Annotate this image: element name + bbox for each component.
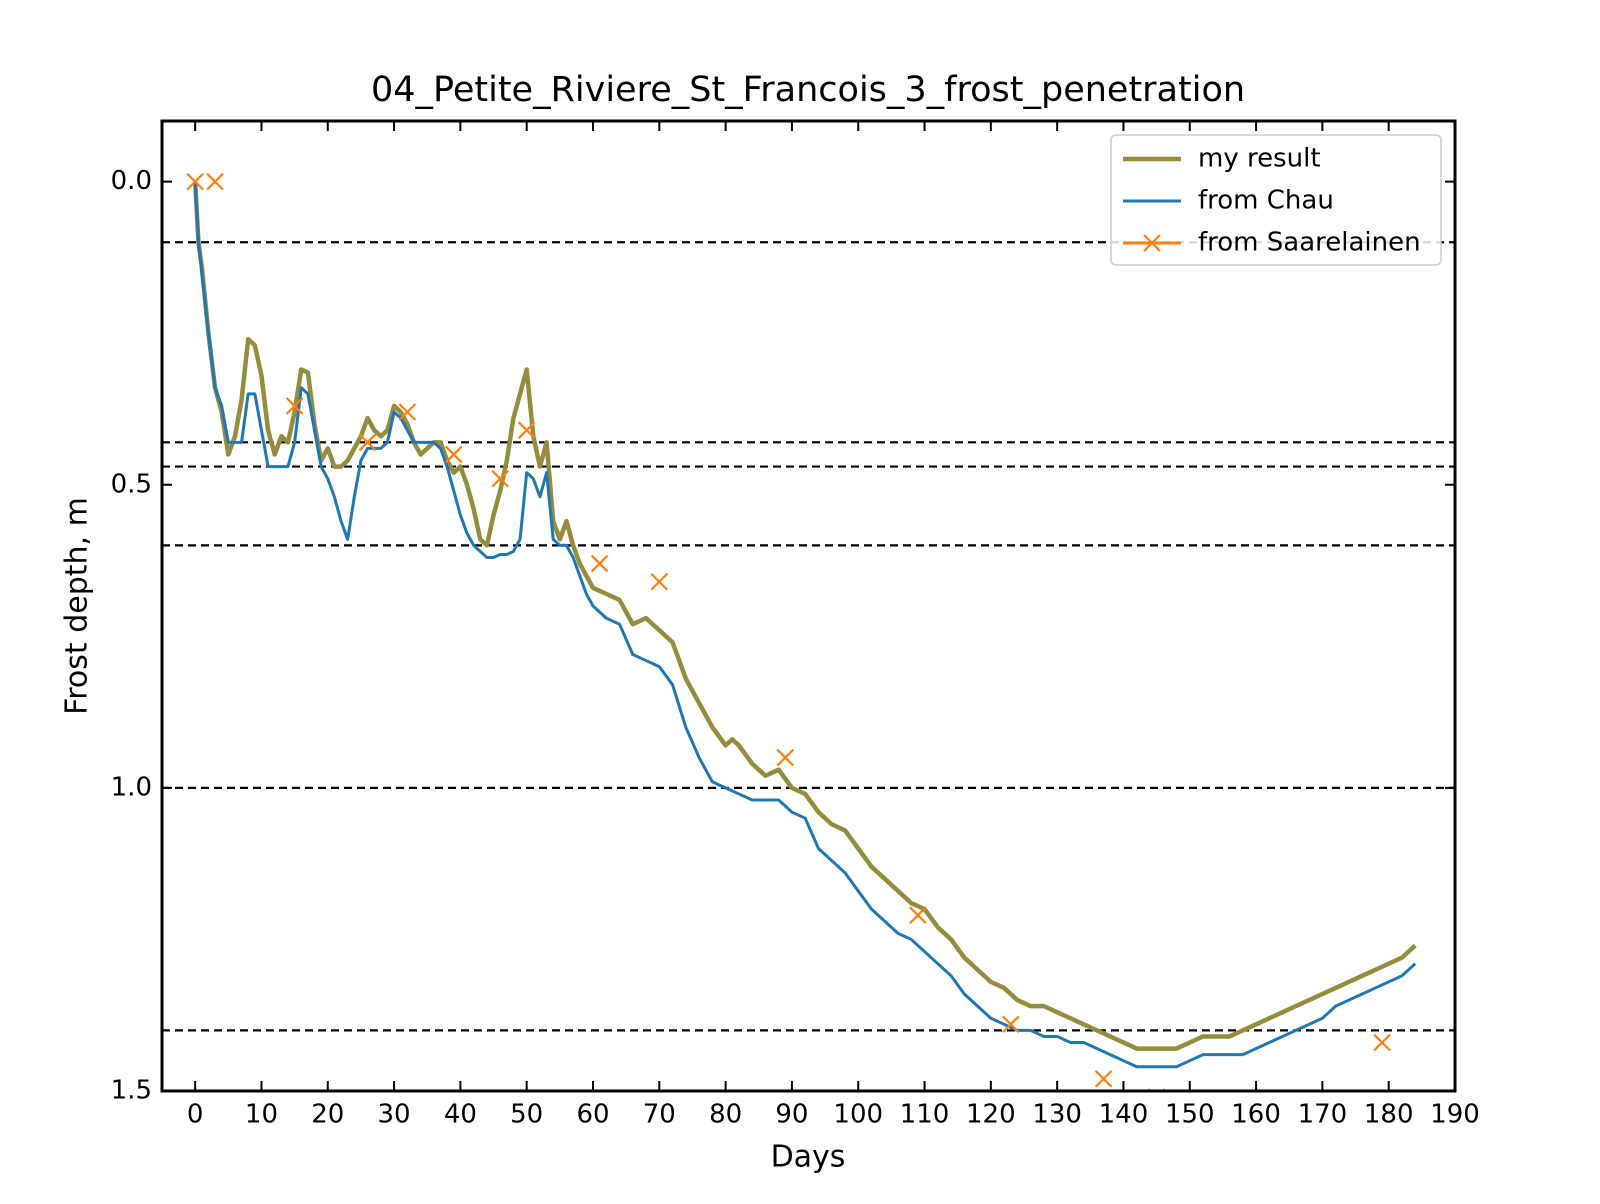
marker [285,397,304,415]
marker [1373,1033,1391,1052]
marker [186,172,204,191]
legend-label: my result [1198,144,1321,174]
x-tick-label: 190 [1430,1100,1480,1130]
marker [590,554,609,573]
series-line [192,181,1417,1051]
x-tick-label: 20 [311,1100,344,1130]
x-tick-label: 170 [1298,1100,1348,1130]
y-tick-label: 1.0 [111,772,152,802]
marker [358,433,377,452]
chart-title: 04_Petite_Riviere_St_Francois_3_frost_pe… [371,70,1245,110]
x-tick-label: 80 [709,1100,742,1130]
x-tick-label: 10 [245,1100,278,1130]
x-tick-label: 0 [187,1100,204,1130]
marker [491,469,509,488]
marker [517,421,536,439]
x-tick-label: 110 [900,1100,950,1130]
x-tick-label: 60 [576,1100,609,1130]
y-tick-label: 1.5 [111,1076,152,1106]
marker [1094,1070,1113,1088]
x-tick-label: 130 [1032,1100,1082,1130]
marker [206,172,224,191]
x-tick-label: 90 [775,1100,808,1130]
x-tick-label: 140 [1099,1100,1149,1130]
series-line [193,181,1417,1069]
marker [776,748,795,767]
x-tick-label: 100 [833,1100,883,1130]
marker [398,403,417,421]
x-axis-label: Days [771,1140,846,1175]
x-tick-label: 70 [643,1100,676,1130]
x-tick-label: 160 [1231,1100,1281,1130]
x-tick-label: 150 [1165,1100,1215,1130]
plot-frame [160,119,1457,1093]
marker [1143,234,1161,252]
legend-label: from Chau [1198,186,1334,216]
x-tick-label: 120 [966,1100,1016,1130]
y-tick-label: 0.5 [111,469,152,499]
x-tick-label: 30 [378,1100,411,1130]
marker [1001,1015,1020,1034]
marker [650,572,669,591]
plot-area [162,172,1455,1091]
marker [444,445,463,464]
y-tick-label: 0.0 [111,166,152,196]
x-tick-label: 50 [510,1100,543,1130]
legend-box [1110,134,1442,266]
x-tick-label: 40 [444,1100,477,1130]
x-tick-label: 180 [1364,1100,1414,1130]
legend-label: from Saarelainen [1198,228,1421,258]
y-axis-label: Frost depth, m [60,497,95,715]
marker [909,906,927,924]
